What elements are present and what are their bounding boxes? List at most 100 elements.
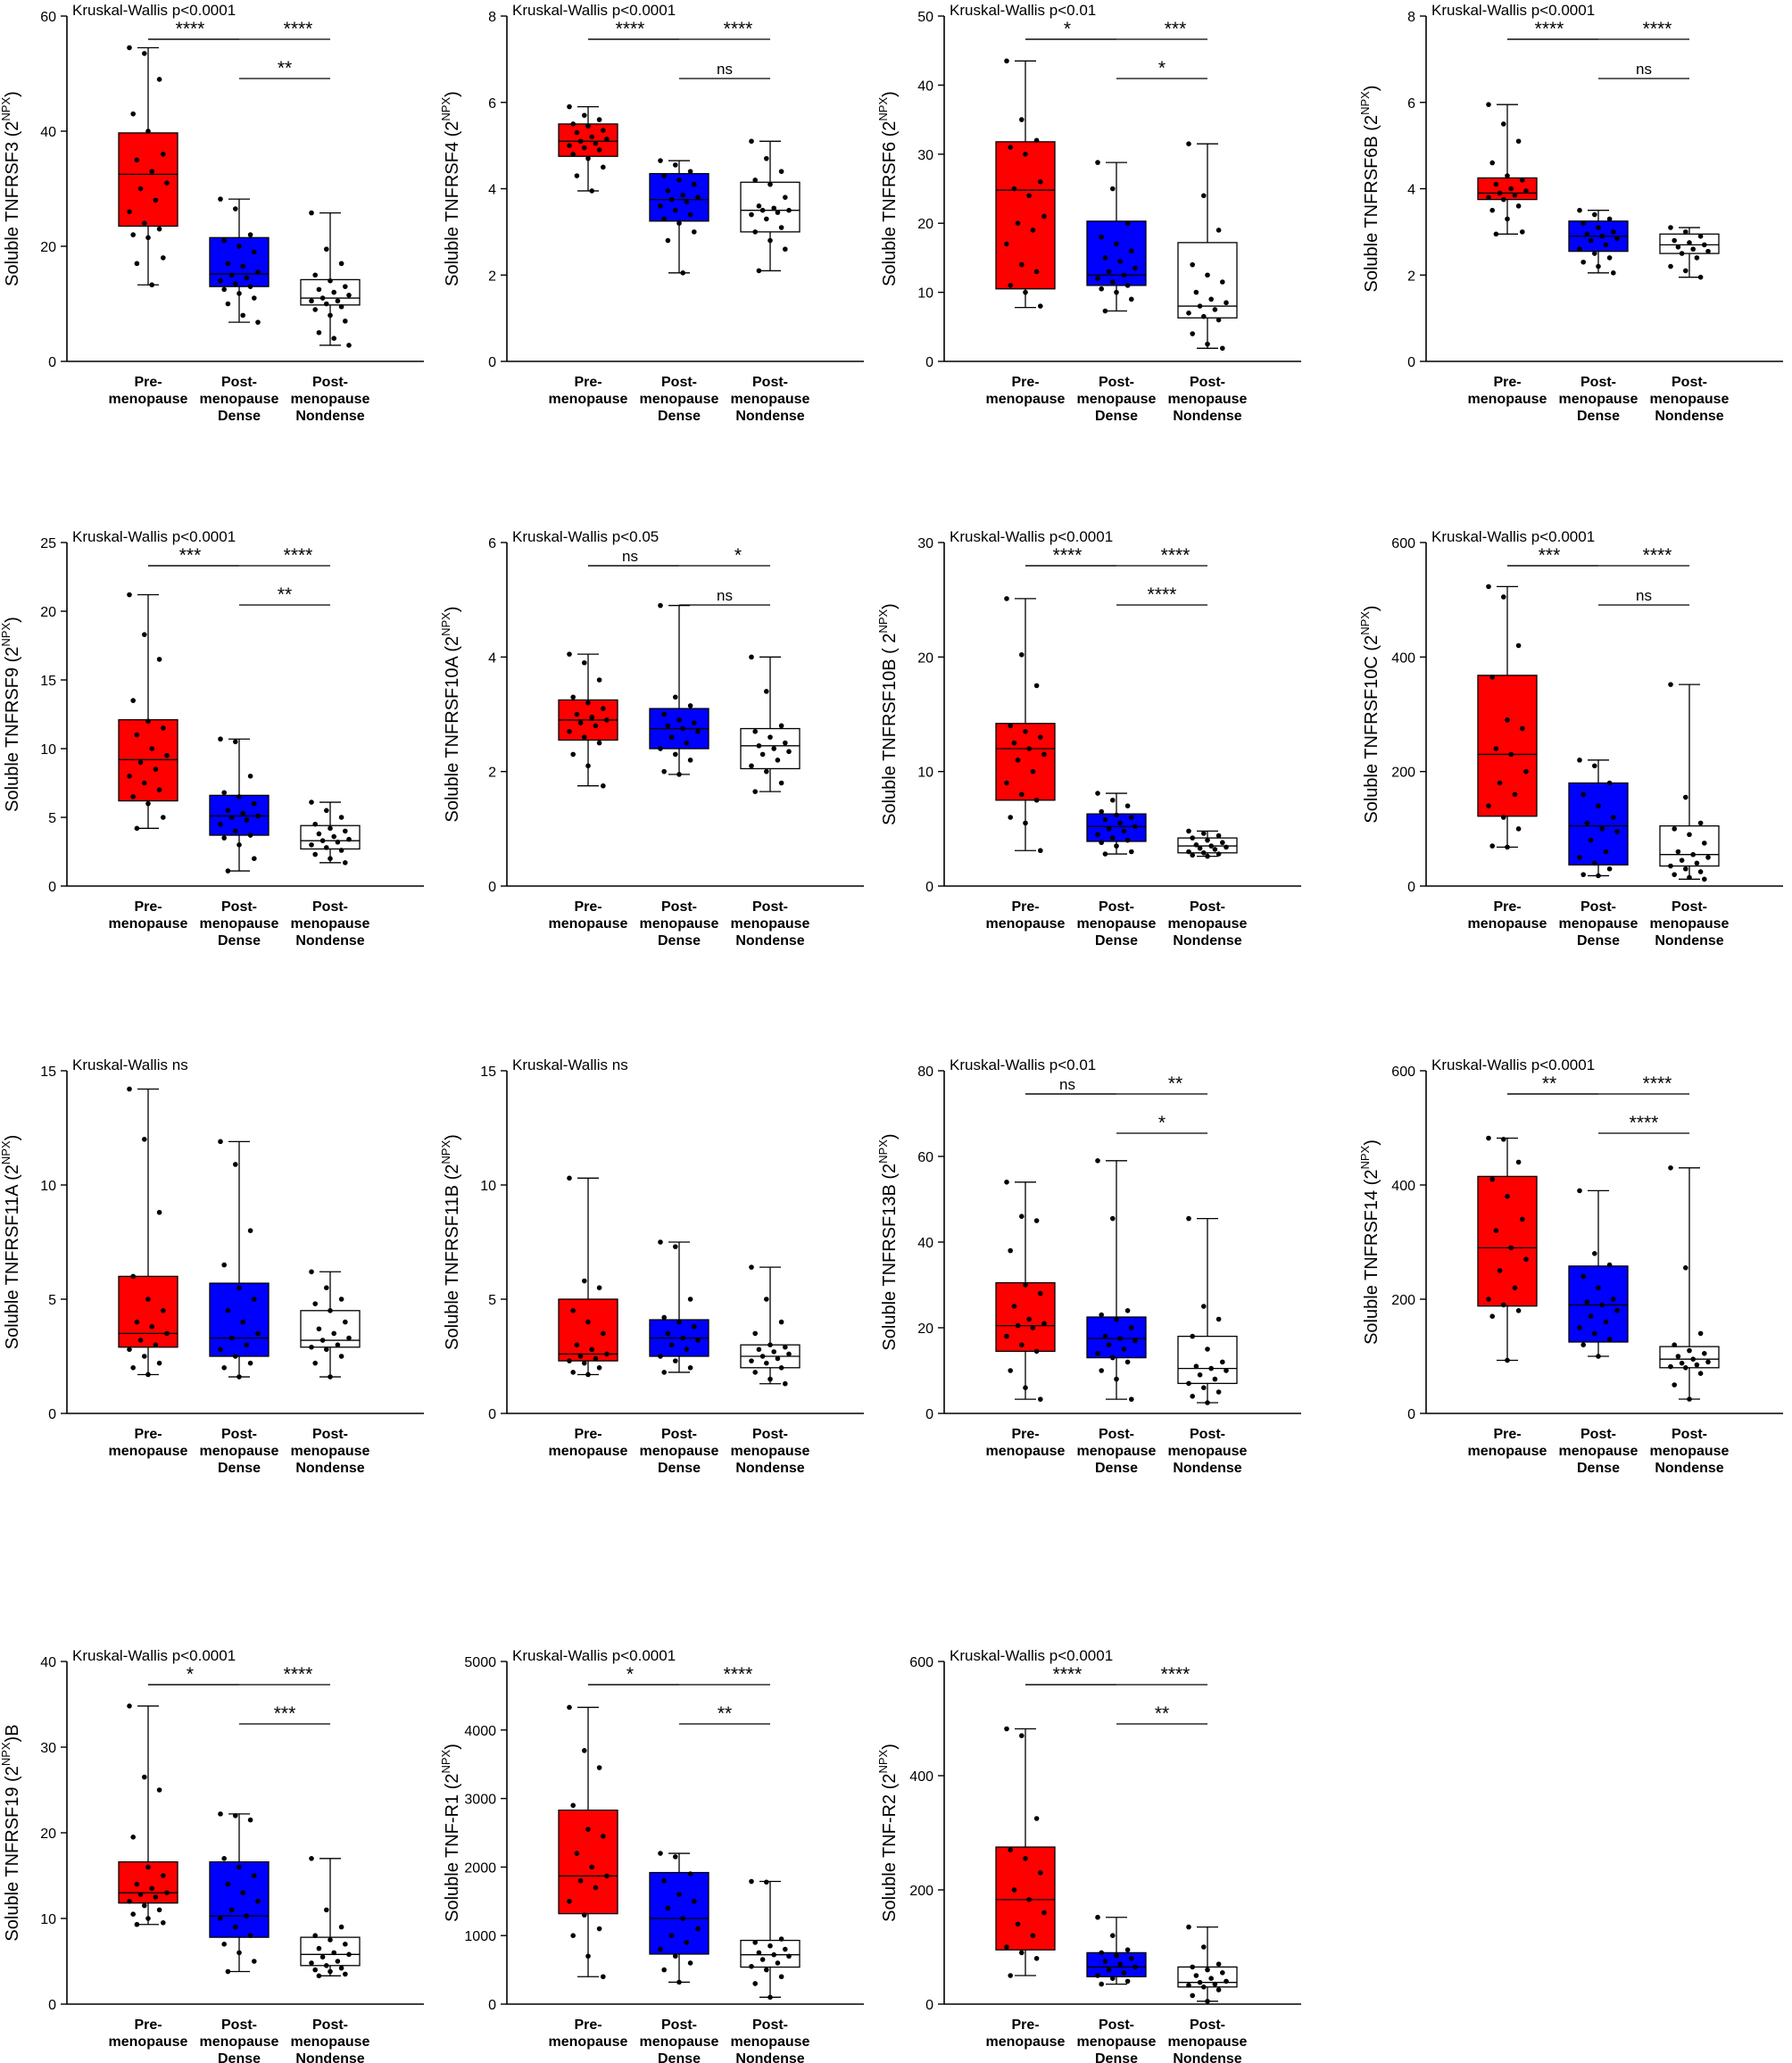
data-point (255, 269, 261, 275)
data-point (218, 1811, 223, 1817)
data-point (1215, 1316, 1222, 1322)
data-point (752, 229, 758, 235)
x-tick-label: menopause (1168, 916, 1248, 932)
data-point (331, 1330, 337, 1337)
data-point (1697, 1330, 1704, 1337)
y-tick-label: 5 (48, 1293, 56, 1308)
y-tick-label: 2 (488, 766, 496, 781)
data-point (218, 1346, 223, 1353)
significance-label: * (1064, 19, 1071, 39)
data-point (309, 1856, 314, 1861)
data-point (1520, 229, 1525, 235)
data-point (1690, 246, 1696, 253)
data-point (1117, 820, 1123, 826)
data-point (153, 1894, 159, 1900)
data-point (589, 188, 594, 194)
significance-label: ns (622, 548, 638, 565)
data-point (601, 1974, 606, 1980)
box (995, 723, 1056, 801)
y-tick-label: 2 (1407, 269, 1415, 284)
data-point (1023, 728, 1028, 734)
data-point (687, 211, 693, 218)
data-point (585, 1371, 591, 1378)
data-point (567, 728, 572, 734)
x-tick-label: Pre- (1011, 899, 1039, 915)
data-point (582, 734, 587, 740)
x-tick-label: Post- (221, 2017, 257, 2033)
data-point (1019, 1950, 1025, 1956)
y-tick-label: 5000 (464, 1655, 496, 1670)
significance-label: **** (284, 1664, 313, 1685)
data-point (661, 1314, 667, 1321)
data-point (767, 237, 773, 244)
data-point (1004, 1944, 1009, 1950)
data-point (1220, 1359, 1225, 1365)
data-point (228, 272, 235, 278)
data-point (247, 1360, 253, 1366)
data-point (684, 740, 690, 746)
significance-label: ** (1168, 1073, 1182, 1094)
data-point (1019, 261, 1025, 268)
data-point (589, 1346, 594, 1353)
data-point (1132, 265, 1138, 271)
x-tick-label: Dense (218, 409, 261, 424)
data-point (1515, 138, 1522, 145)
data-point (331, 289, 337, 295)
data-point (1224, 300, 1229, 306)
data-point (783, 246, 788, 253)
data-point (778, 780, 784, 786)
y-tick-label: 20 (40, 1827, 56, 1842)
data-point (149, 169, 154, 174)
y-axis-label: Soluble TNFRSF10B ( 2NPX) (876, 603, 900, 825)
data-point (582, 1912, 587, 1918)
data-point (749, 1878, 754, 1885)
data-point (1008, 1847, 1013, 1852)
data-point (604, 1351, 610, 1357)
data-point (658, 158, 663, 163)
data-point (316, 831, 322, 837)
data-point (593, 1355, 599, 1362)
data-point (221, 1365, 227, 1371)
x-tick-label: menopause (549, 2034, 628, 2050)
data-point (1577, 207, 1582, 213)
data-point (1114, 812, 1119, 818)
data-point (1705, 855, 1711, 860)
data-point (1599, 1302, 1605, 1308)
data-point (1208, 843, 1214, 849)
data-point (1205, 1967, 1210, 1973)
y-tick-label: 0 (925, 355, 933, 370)
data-point (1515, 203, 1522, 209)
data-point (1099, 234, 1104, 240)
data-point (1687, 1347, 1692, 1354)
data-point (1523, 1256, 1529, 1262)
chart-title: Kruskal-Wallis p<0.01 (950, 1056, 1096, 1073)
significance-label: * (1158, 58, 1166, 79)
x-tick-label: Nondense (1173, 2051, 1241, 2063)
data-point (1224, 1368, 1229, 1373)
data-point (309, 298, 314, 304)
chart-title: Kruskal-Wallis p<0.05 (512, 528, 659, 545)
x-tick-label: menopause (640, 392, 719, 407)
data-point (1505, 1194, 1510, 1199)
data-point (570, 694, 576, 700)
data-point (145, 800, 151, 807)
data-point (156, 1209, 162, 1215)
data-point (218, 196, 223, 202)
data-point (233, 828, 238, 834)
data-point (346, 343, 352, 348)
data-point (786, 749, 792, 755)
data-point (161, 255, 166, 261)
x-tick-label: Post- (312, 2017, 348, 2033)
data-point (1193, 842, 1199, 848)
data-point (783, 1344, 788, 1350)
data-point (596, 117, 602, 122)
data-point (1596, 1285, 1601, 1290)
data-point (604, 717, 610, 723)
x-tick-label: menopause (200, 1444, 279, 1459)
data-point (156, 1787, 162, 1793)
significance-label: **** (1161, 545, 1191, 566)
data-point (1019, 1733, 1025, 1738)
data-point (764, 1297, 769, 1302)
data-point (1019, 651, 1025, 658)
y-tick-label: 400 (909, 1769, 933, 1785)
